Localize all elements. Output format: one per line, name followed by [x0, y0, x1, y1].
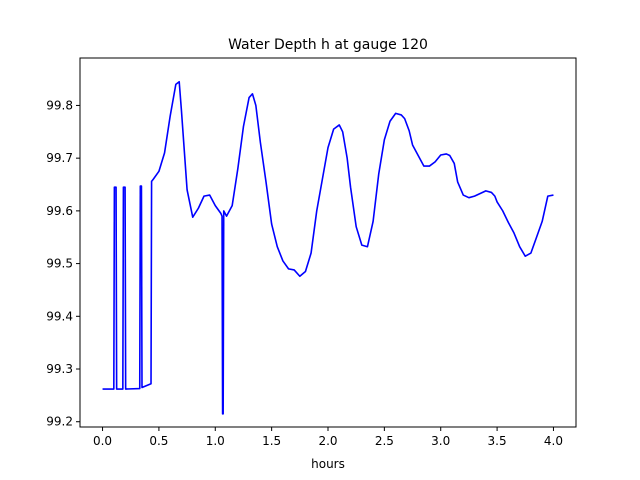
x-tick-label: 1.0	[206, 434, 225, 448]
x-tick-label: 4.0	[544, 434, 563, 448]
x-tick-label: 2.5	[375, 434, 394, 448]
y-tick-label: 99.8	[46, 98, 73, 112]
x-tick-label: 2.0	[318, 434, 337, 448]
x-axis-ticks: 0.0 0.5 1.0 1.5 2.0 2.5 3.0 3.5 4.0	[93, 427, 563, 448]
plot-frame	[79, 57, 577, 428]
x-tick-label: 0.5	[149, 434, 168, 448]
x-tick-label: 3.0	[431, 434, 450, 448]
y-tick-label: 99.6	[46, 204, 73, 218]
y-axis-ticks: 99.2 99.3 99.4 99.5 99.6 99.7 99.8	[46, 98, 80, 429]
x-tick-label: 0.0	[93, 434, 112, 448]
y-tick-label: 99.2	[46, 415, 73, 429]
y-tick-label: 99.3	[46, 362, 73, 376]
x-tick-label: 1.5	[262, 434, 281, 448]
x-axis-label: hours	[311, 457, 345, 471]
y-tick-label: 99.5	[46, 257, 73, 271]
plot-area	[80, 58, 576, 427]
chart-title: Water Depth h at gauge 120	[228, 37, 428, 53]
x-tick-label: 3.5	[488, 434, 507, 448]
series-layer	[102, 80, 554, 415]
y-tick-label: 99.7	[46, 151, 73, 165]
y-tick-label: 99.4	[46, 309, 73, 323]
series-line	[102, 80, 554, 415]
